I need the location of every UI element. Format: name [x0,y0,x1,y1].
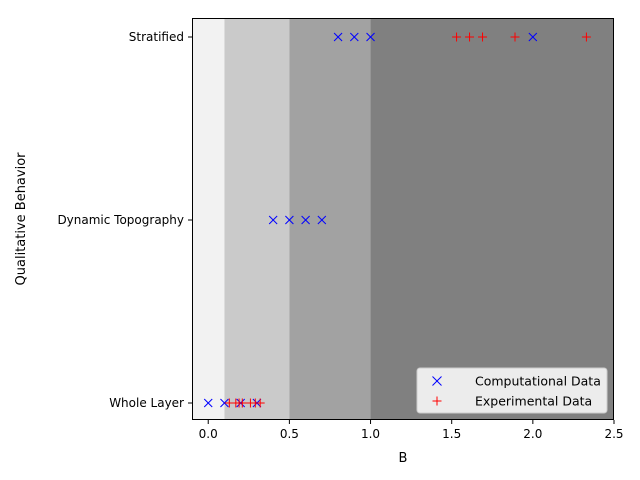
x-tick-label: 2.0 [523,427,542,441]
legend: Computational Data Experimental Data [416,367,608,414]
x-tick-label: 1.5 [442,427,461,441]
legend-label: Computational Data [475,374,601,389]
legend-box [416,367,608,414]
experimental-data-point [255,398,265,408]
y-tick-label: Whole Layer [109,396,184,410]
computational-data-point [301,215,310,225]
computational-data-point [203,398,213,408]
data-markers [203,32,591,408]
legend-marker [432,376,442,386]
experimental-data-point [510,32,520,42]
computational-data-point [528,32,538,42]
background-band [289,18,371,420]
experimental-data-point [478,32,488,42]
y-tick-label: Dynamic Topography [57,213,184,227]
background-band [192,18,225,420]
y-axis-ticks: Whole Layer Dynamic Topography Stratified [57,30,192,410]
plot-frame [192,18,614,420]
background-band [224,18,290,420]
background-band [370,18,614,420]
y-axis-label: Qualitative Behavior [14,152,29,286]
x-axis-label: B [399,451,408,466]
legend-label: Experimental Data [475,394,592,409]
y-tick-label: Stratified [129,30,184,44]
experimental-data-point [465,32,475,42]
computational-data-point [268,215,278,225]
x-tick-label: 0.5 [280,427,299,441]
computational-data-point [366,32,375,42]
computational-data-point [220,398,229,408]
computational-data-point [349,32,359,42]
x-tick-label: 1.0 [361,427,380,441]
experimental-data-point [452,32,462,42]
legend-marker [432,396,442,406]
experimental-data-point [581,32,591,42]
background-bands [192,18,614,420]
computational-data-point [285,215,294,225]
computational-data-point [317,215,327,225]
x-axis-ticks: 0.0 0.5 1.0 1.5 2.0 2.5 [199,420,624,441]
x-tick-label: 2.5 [604,427,623,441]
computational-data-point [333,32,343,42]
x-tick-label: 0.0 [199,427,218,441]
experimental-data-point [237,398,247,408]
